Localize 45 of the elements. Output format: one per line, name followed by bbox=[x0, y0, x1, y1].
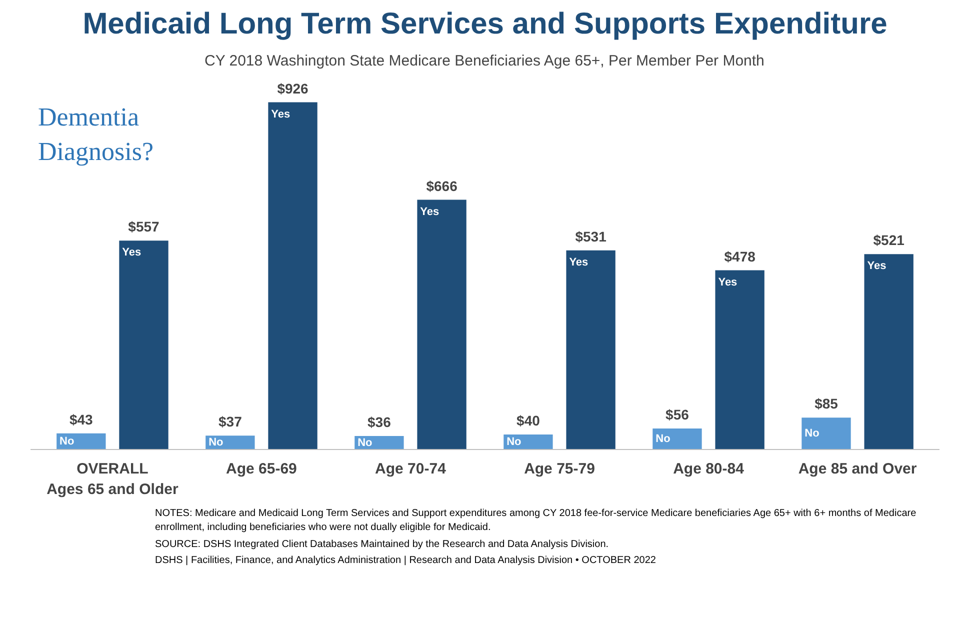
text: No bbox=[60, 435, 74, 448]
source-note: SOURCE: DSHS Integrated Client Databases Maintained by the Research and Data Analysis Division. bbox=[155, 538, 610, 552]
data-label: $36 bbox=[368, 414, 392, 430]
bar bbox=[566, 250, 616, 450]
data-label: $926 bbox=[277, 80, 309, 96]
data-label: $85 bbox=[814, 396, 838, 412]
data-label: $37 bbox=[218, 414, 242, 430]
data-label: $478 bbox=[724, 248, 756, 264]
series-label: Yes bbox=[122, 246, 142, 259]
text: Yes bbox=[420, 206, 440, 218]
bar bbox=[864, 254, 914, 450]
text: Yes bbox=[271, 108, 290, 120]
data-label: $557 bbox=[128, 218, 160, 235]
annotation: Dementia Diagnosis? bbox=[38, 102, 154, 166]
text: NOTES: Medicare and Medicaid Long Term Services and Support expenditures among CY 2018 fee-for-service Medicare beneficiaries Age 65+ with 6+ months of Medicare enrollment, including beneficiaries who were not dually eligible for Medicaid. bbox=[155, 507, 918, 536]
x-tick-label: Age 70-74 bbox=[375, 460, 447, 478]
x-tick-label: Age 65-69 bbox=[226, 460, 297, 478]
bar bbox=[652, 428, 702, 450]
x-tick-label: Age 85 and Over bbox=[798, 460, 917, 478]
bar bbox=[119, 240, 168, 450]
text: No bbox=[804, 428, 820, 440]
text: No bbox=[208, 436, 224, 449]
text: Ages 65 and Older bbox=[46, 480, 178, 498]
bar bbox=[802, 418, 851, 450]
data-label: $43 bbox=[69, 411, 94, 428]
chart-title: Medicaid Long Term Services and Supports Expenditure bbox=[82, 8, 888, 40]
data-label: $666 bbox=[426, 178, 458, 194]
chart-subtitle: CY 2018 Washington State Medicare Beneficiaries Age 65+, Per Member Per Month bbox=[204, 52, 764, 70]
data-label: $40 bbox=[516, 412, 540, 428]
x-tick-label: Age 80-84 bbox=[673, 460, 745, 478]
data-label: $531 bbox=[575, 228, 607, 244]
text: No bbox=[656, 433, 670, 445]
x-tick-label: OVERALL bbox=[76, 460, 148, 478]
bar bbox=[417, 200, 466, 450]
text: Yes bbox=[569, 256, 588, 268]
x-tick-label: Age 75-79 bbox=[524, 460, 595, 478]
text: Yes bbox=[718, 276, 738, 288]
bar bbox=[268, 102, 318, 450]
text: No bbox=[506, 436, 522, 448]
data-label: $521 bbox=[873, 232, 905, 248]
bar bbox=[715, 270, 764, 450]
series-label: No bbox=[358, 436, 373, 449]
text: DSHS | Facilities, Finance, and Analytics Administration | Research and Data Analysis Division • OCTOBER 2022 bbox=[155, 554, 657, 568]
text: Yes bbox=[867, 260, 886, 272]
data-label: $56 bbox=[666, 406, 690, 422]
